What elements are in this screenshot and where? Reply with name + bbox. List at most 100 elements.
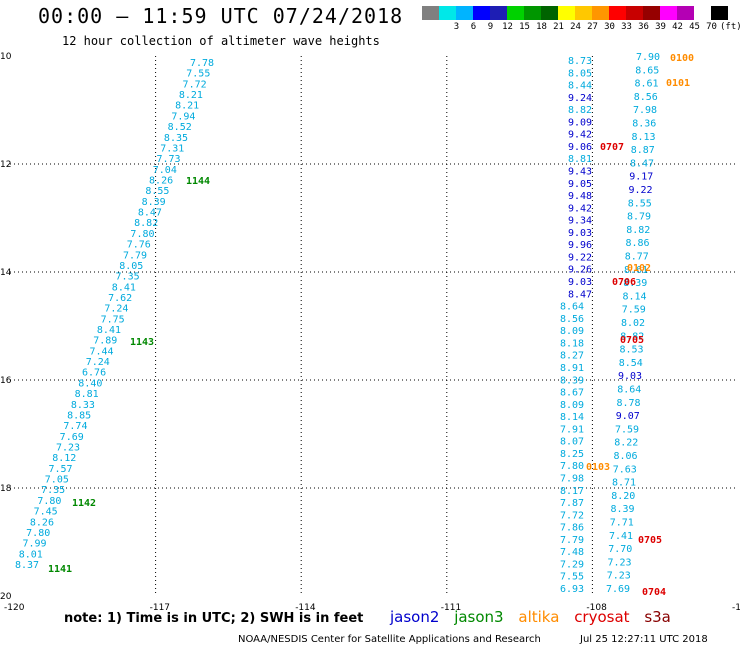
wave-height-value: 7.23: [56, 443, 80, 454]
wave-height-value: 7.73: [156, 154, 180, 165]
color-swatch: [558, 6, 575, 20]
wave-height-value: 7.80: [560, 461, 584, 472]
wave-height-value: 7.80: [37, 496, 61, 507]
wave-height-value: 8.79: [627, 212, 651, 223]
wave-height-value: 7.24: [86, 357, 110, 368]
pass-number-label: 0103: [586, 462, 610, 473]
wave-height-value: 8.07: [560, 437, 584, 448]
map-grid: [10, 56, 738, 596]
wave-height-value: 7.86: [560, 523, 584, 534]
color-scale-label: 42: [672, 22, 683, 32]
color-swatch: [490, 6, 507, 20]
legend-s3a: s3a: [644, 608, 671, 626]
wave-height-value: 7.78: [190, 58, 214, 69]
wave-height-value: 8.22: [614, 438, 638, 449]
color-swatch: [711, 6, 728, 20]
wave-height-value: 7.99: [22, 539, 46, 550]
wave-height-value: 7.70: [608, 544, 632, 555]
wave-height-value: 9.34: [568, 216, 592, 227]
wave-height-value: 9.26: [568, 265, 592, 276]
wave-height-value: 9.22: [629, 185, 653, 196]
color-scale-label: 36: [638, 22, 649, 32]
color-swatch: [677, 6, 694, 20]
wave-height-value: 8.81: [75, 389, 99, 400]
pass-number-label: 0704: [642, 587, 666, 598]
wave-height-value: 7.76: [127, 240, 151, 251]
color-scale-label: 12: [502, 22, 513, 32]
wave-height-value: 7.05: [45, 475, 69, 486]
color-swatch: [643, 6, 660, 20]
color-swatch: [694, 6, 711, 20]
source-credit: NOAA/NESDIS Center for Satellite Applica…: [238, 634, 541, 645]
wave-height-value: 7.69: [60, 432, 84, 443]
color-scale-label: 6: [470, 22, 477, 32]
wave-height-value: 8.01: [19, 549, 43, 560]
wave-height-value: 8.26: [30, 517, 54, 528]
wave-height-value: 6.76: [82, 368, 106, 379]
wave-height-value: 8.82: [620, 331, 644, 342]
wave-height-value: 9.42: [568, 203, 592, 214]
chart-title: 00:00 – 11:59 UTC 07/24/2018: [38, 4, 404, 28]
wave-height-value: 8.85: [67, 410, 91, 421]
y-tick-label: 18: [0, 484, 12, 494]
wave-height-value: 9.24: [568, 93, 592, 104]
wave-height-value: 7.45: [34, 507, 58, 518]
wave-height-value: 8.86: [626, 238, 650, 249]
wave-height-value: 8.56: [634, 92, 658, 103]
wave-height-value: 9.03: [568, 228, 592, 239]
wave-height-value: 7.91: [560, 424, 584, 435]
wave-height-value: 7.55: [186, 69, 210, 80]
wave-height-value: 8.41: [97, 325, 121, 336]
wave-height-value: 7.94: [171, 111, 195, 122]
wave-height-value: 8.61: [624, 265, 648, 276]
chart-subtitle: 12 hour collection of altimeter wave hei…: [62, 34, 380, 48]
color-scale-label: 70: [706, 22, 717, 32]
color-scale-label: 9: [487, 22, 494, 32]
wave-height-value: 7.98: [633, 105, 657, 116]
wave-height-value: 9.06: [568, 142, 592, 153]
wave-height-value: 9.03: [618, 371, 642, 382]
color-swatch: [524, 6, 541, 20]
color-scale-label: (ft): [720, 22, 740, 32]
wave-height-value: 8.39: [560, 375, 584, 386]
y-tick-label: 12: [0, 160, 11, 170]
wave-height-value: 7.04: [153, 165, 177, 176]
wave-height-value: 9.22: [568, 252, 592, 263]
wave-height-value: 8.64: [560, 302, 584, 313]
wave-height-value: 8.78: [617, 398, 641, 409]
x-tick-label: -111: [441, 603, 461, 613]
wave-height-value: 7.75: [101, 314, 125, 325]
wave-height-value: 8.77: [625, 252, 649, 263]
color-scale-label: 27: [587, 22, 598, 32]
wave-height-value: 7.87: [560, 498, 584, 509]
wave-height-value: 8.33: [71, 400, 95, 411]
wave-height-value: 7.41: [609, 531, 633, 542]
x-tick-label: -108: [586, 603, 607, 613]
satellite-legend: jason2 jason3 altika cryosat s3a: [390, 608, 681, 626]
wave-height-value: 7.59: [622, 305, 646, 316]
pass-number-label: 0100: [670, 53, 694, 64]
wave-height-value: 8.21: [179, 90, 203, 101]
wave-height-value: 8.25: [560, 449, 584, 460]
color-scale-label: 24: [570, 22, 581, 32]
x-tick-label: -120: [4, 603, 25, 613]
wave-height-value: 7.44: [89, 346, 113, 357]
wave-height-value: 9.17: [629, 172, 653, 183]
wave-height-value: 8.41: [112, 282, 136, 293]
wave-height-value: 9.96: [568, 240, 592, 251]
color-swatch: [439, 6, 456, 20]
wave-height-value: 8.35: [164, 133, 188, 144]
wave-height-value: 8.05: [119, 261, 143, 272]
wave-height-value: 8.20: [611, 491, 635, 502]
color-swatch: [609, 6, 626, 20]
wave-height-value: 7.59: [615, 424, 639, 435]
color-swatch: [507, 6, 524, 20]
x-tick-label: -114: [295, 603, 316, 613]
wave-height-value: 9.09: [568, 117, 592, 128]
wave-height-value: 8.21: [175, 101, 199, 112]
color-scale-label: 3: [453, 22, 460, 32]
wave-height-value: 8.39: [611, 504, 635, 515]
pass-number-label: 1142: [72, 498, 96, 509]
color-scale-label: 15: [519, 22, 530, 32]
map-axes: -120 -117 -114 -111 -108 -105 10 12 14 16 18 20: [0, 52, 740, 613]
